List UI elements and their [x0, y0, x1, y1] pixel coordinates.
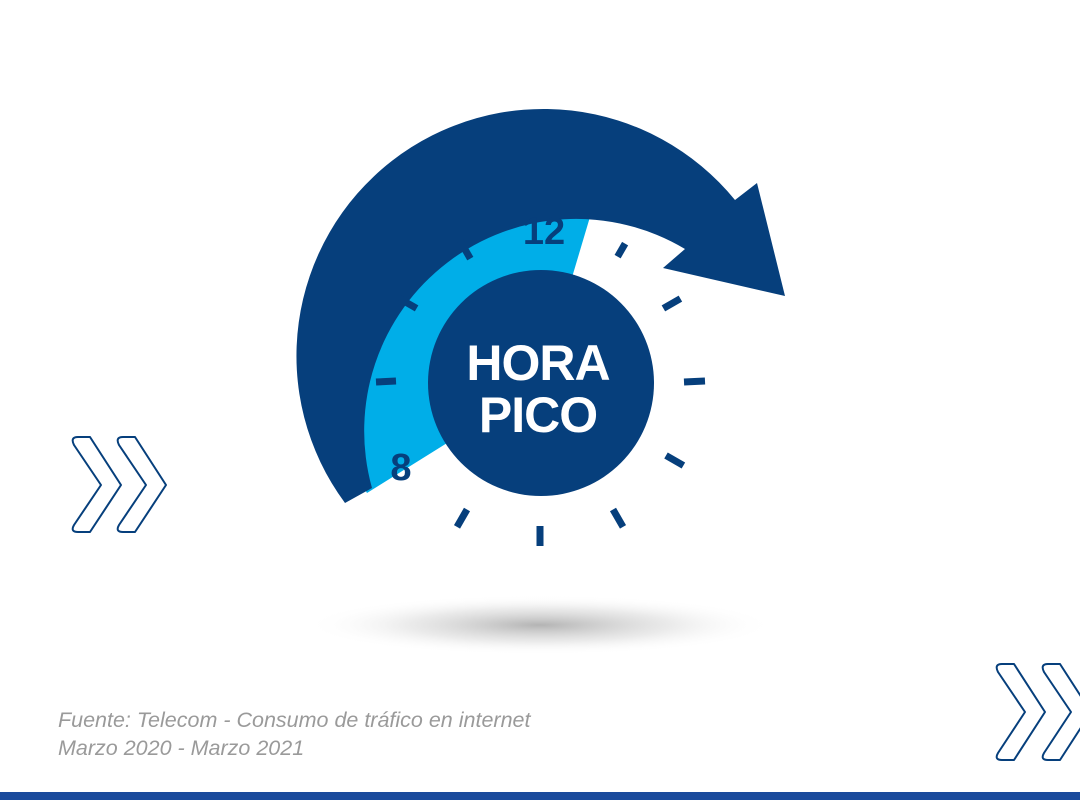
- hour-label-12: 12: [523, 211, 565, 253]
- bottom-bar: [0, 792, 1080, 800]
- double-chevron-left-icon: [71, 436, 167, 533]
- clock-title-line2: PICO: [479, 387, 597, 443]
- tick-2: [661, 295, 683, 312]
- clock-shadow: [305, 595, 775, 655]
- double-chevron-right-icon: [995, 663, 1080, 761]
- tick-4: [664, 452, 686, 469]
- tick-10: [397, 295, 419, 312]
- hour-label-8: 8: [390, 447, 411, 489]
- source-caption-line1: Fuente: Telecom - Consumo de tráfico en …: [58, 708, 531, 732]
- clock-ticks: [375, 239, 706, 546]
- clock-center-disc: [428, 270, 654, 496]
- tick-5: [609, 507, 627, 529]
- clock-title-line1: HORA: [466, 335, 609, 391]
- tick-9: [375, 377, 397, 386]
- source-caption-line2: Marzo 2020 - Marzo 2021: [58, 736, 305, 760]
- tick-1: [614, 241, 629, 259]
- tick-7: [453, 507, 471, 529]
- tick-3: [683, 377, 706, 386]
- source-caption: Fuente: Telecom - Consumo de tráfico en …: [58, 706, 530, 762]
- tick-11: [457, 239, 474, 261]
- circular-arrow-icon: [296, 108, 785, 503]
